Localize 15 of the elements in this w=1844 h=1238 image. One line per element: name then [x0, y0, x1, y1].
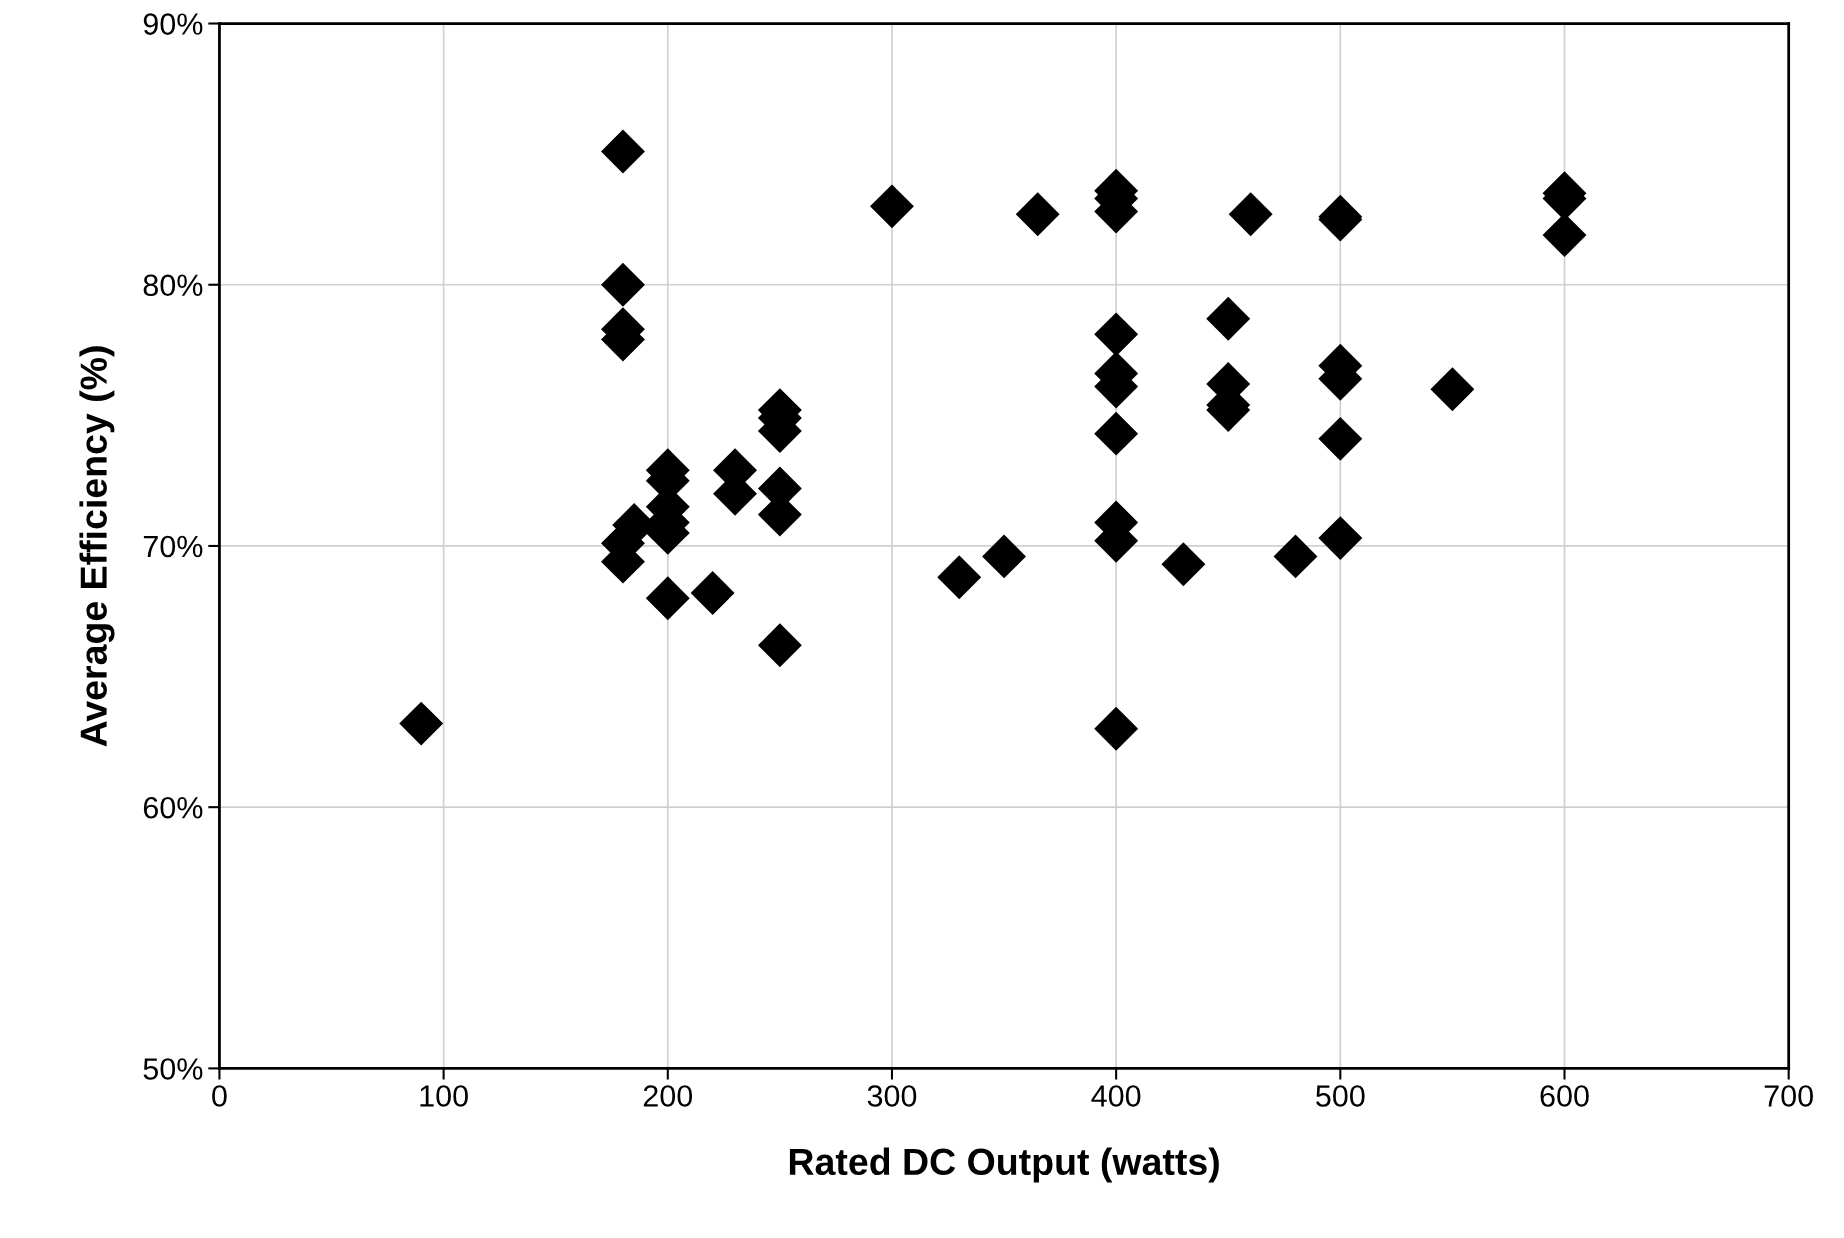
x-tick-label: 100	[420, 1085, 468, 1107]
y-tick-label: 50%	[143, 1058, 203, 1080]
x-tick-label: 200	[643, 1085, 693, 1107]
x-tick-label: 0	[212, 1085, 227, 1107]
y-tick-label: 60%	[143, 796, 203, 819]
x-axis-title: Rated DC Output (watts)	[789, 1147, 1219, 1183]
x-tick-label: 600	[1540, 1085, 1589, 1107]
x-tick-label: 700	[1764, 1085, 1813, 1107]
y-tick-label: 70%	[143, 535, 203, 558]
x-tick-label: 500	[1316, 1085, 1365, 1107]
y-tick-label: 80%	[143, 274, 203, 297]
x-tick-label: 400	[1091, 1085, 1141, 1107]
y-axis-title: Average Efficiency (%)	[79, 346, 115, 747]
y-tick-label: 90%	[143, 13, 203, 35]
x-tick-label: 300	[867, 1085, 917, 1107]
